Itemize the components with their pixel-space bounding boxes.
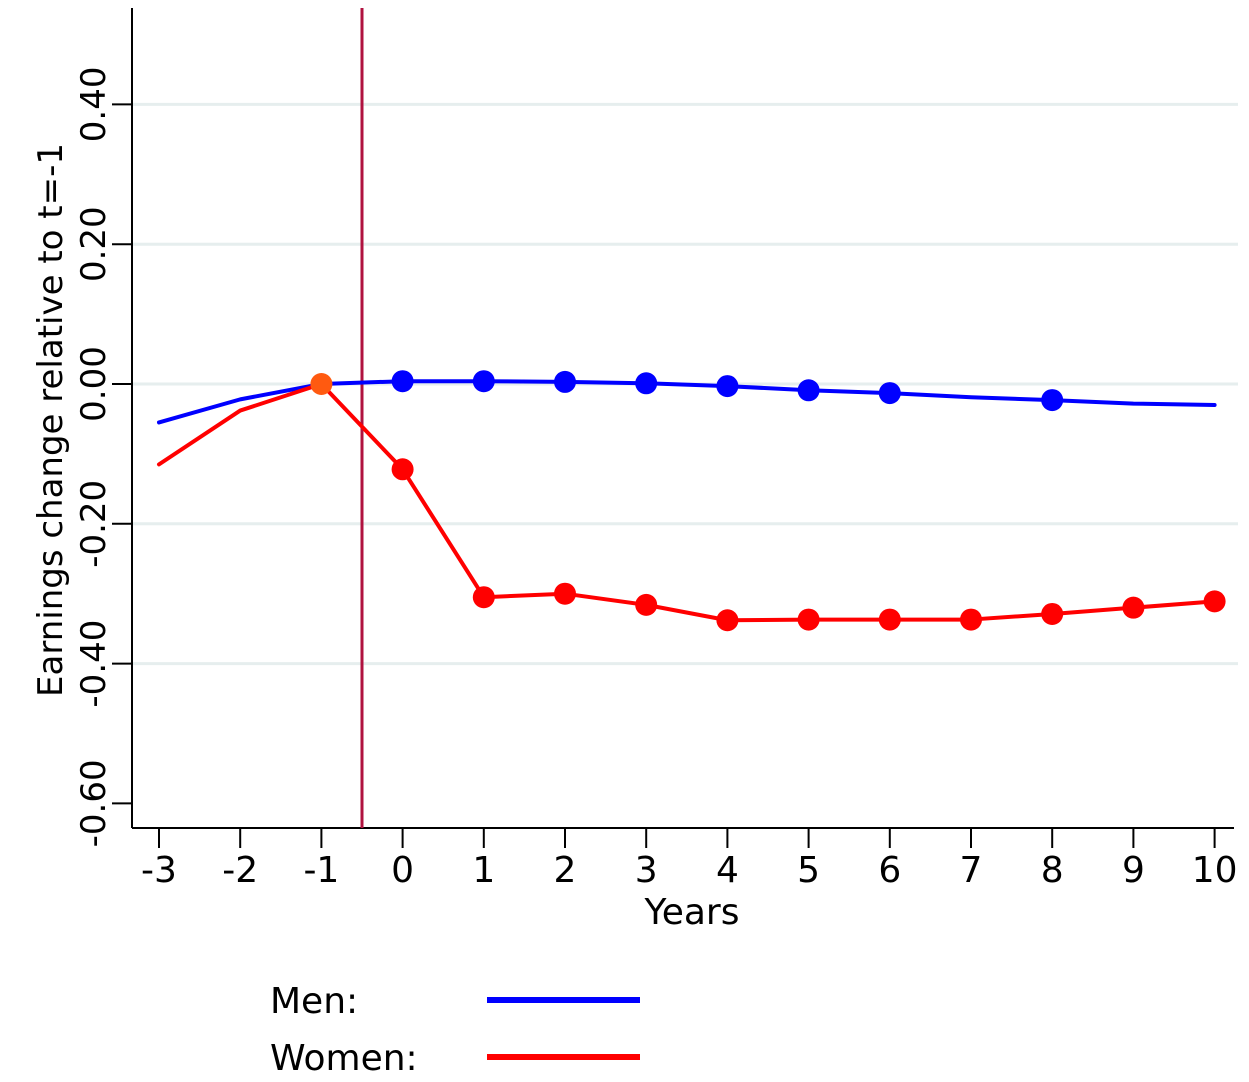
men-data-point [1041, 389, 1064, 412]
x-tick-label: 7 [960, 850, 983, 891]
men-data-point [391, 370, 414, 393]
reference-point-marker [310, 373, 333, 395]
women-data-point [960, 608, 982, 631]
y-axis-title: Earnings change relative to t=-1 [31, 143, 71, 697]
men-data-point [554, 370, 576, 393]
women-data-point [878, 608, 901, 631]
axes [112, 8, 1234, 848]
women-data-point [1203, 590, 1226, 613]
y-tick-label: 0.00 [74, 346, 114, 422]
women-data-point [1041, 602, 1064, 625]
women-data-point [1122, 596, 1145, 619]
axis-labels: Earnings change relative to t=-1 Years 0… [31, 67, 1238, 933]
x-tick-label: 9 [1122, 850, 1145, 891]
x-tick-label: 6 [878, 850, 901, 891]
data-series [157, 370, 1226, 632]
men-data-point [878, 382, 901, 405]
x-tick-label: -3 [141, 850, 177, 891]
men-data-point [635, 372, 658, 395]
x-tick-label: 10 [1192, 850, 1238, 891]
x-tick-label: -1 [303, 850, 339, 891]
x-tick-label: 3 [635, 850, 658, 891]
x-tick-label: 5 [797, 850, 820, 891]
x-axis-title: Years [644, 892, 740, 933]
x-tick-label: 1 [472, 850, 495, 891]
y-tick-label: -0.60 [74, 759, 114, 847]
men-data-point [716, 375, 739, 398]
women-data-point [797, 608, 820, 631]
x-tick-label: 4 [716, 850, 739, 891]
x-tick-label: -2 [222, 850, 258, 891]
legend-label-women: Women: [270, 1038, 418, 1078]
y-tick-label: 0.40 [74, 67, 114, 143]
women-data-point [391, 458, 414, 481]
women-data-point [716, 609, 739, 632]
men-data-point [472, 370, 495, 393]
x-tick-label: 2 [554, 850, 577, 891]
legend-label-men: Men: [270, 981, 358, 1022]
men-data-point [797, 379, 820, 402]
x-tick-label: 8 [1041, 850, 1064, 891]
women-data-point [472, 586, 495, 609]
women-series-line [157, 382, 1217, 623]
legend: Men: Women: [270, 981, 640, 1079]
y-tick-label: -0.20 [74, 480, 114, 568]
y-tick-label: 0.20 [74, 206, 114, 282]
y-tick-label: -0.40 [74, 620, 114, 708]
women-data-point [635, 593, 658, 616]
women-data-point [554, 582, 576, 605]
x-tick-label: 0 [391, 850, 414, 891]
men-series-line [157, 379, 1217, 425]
